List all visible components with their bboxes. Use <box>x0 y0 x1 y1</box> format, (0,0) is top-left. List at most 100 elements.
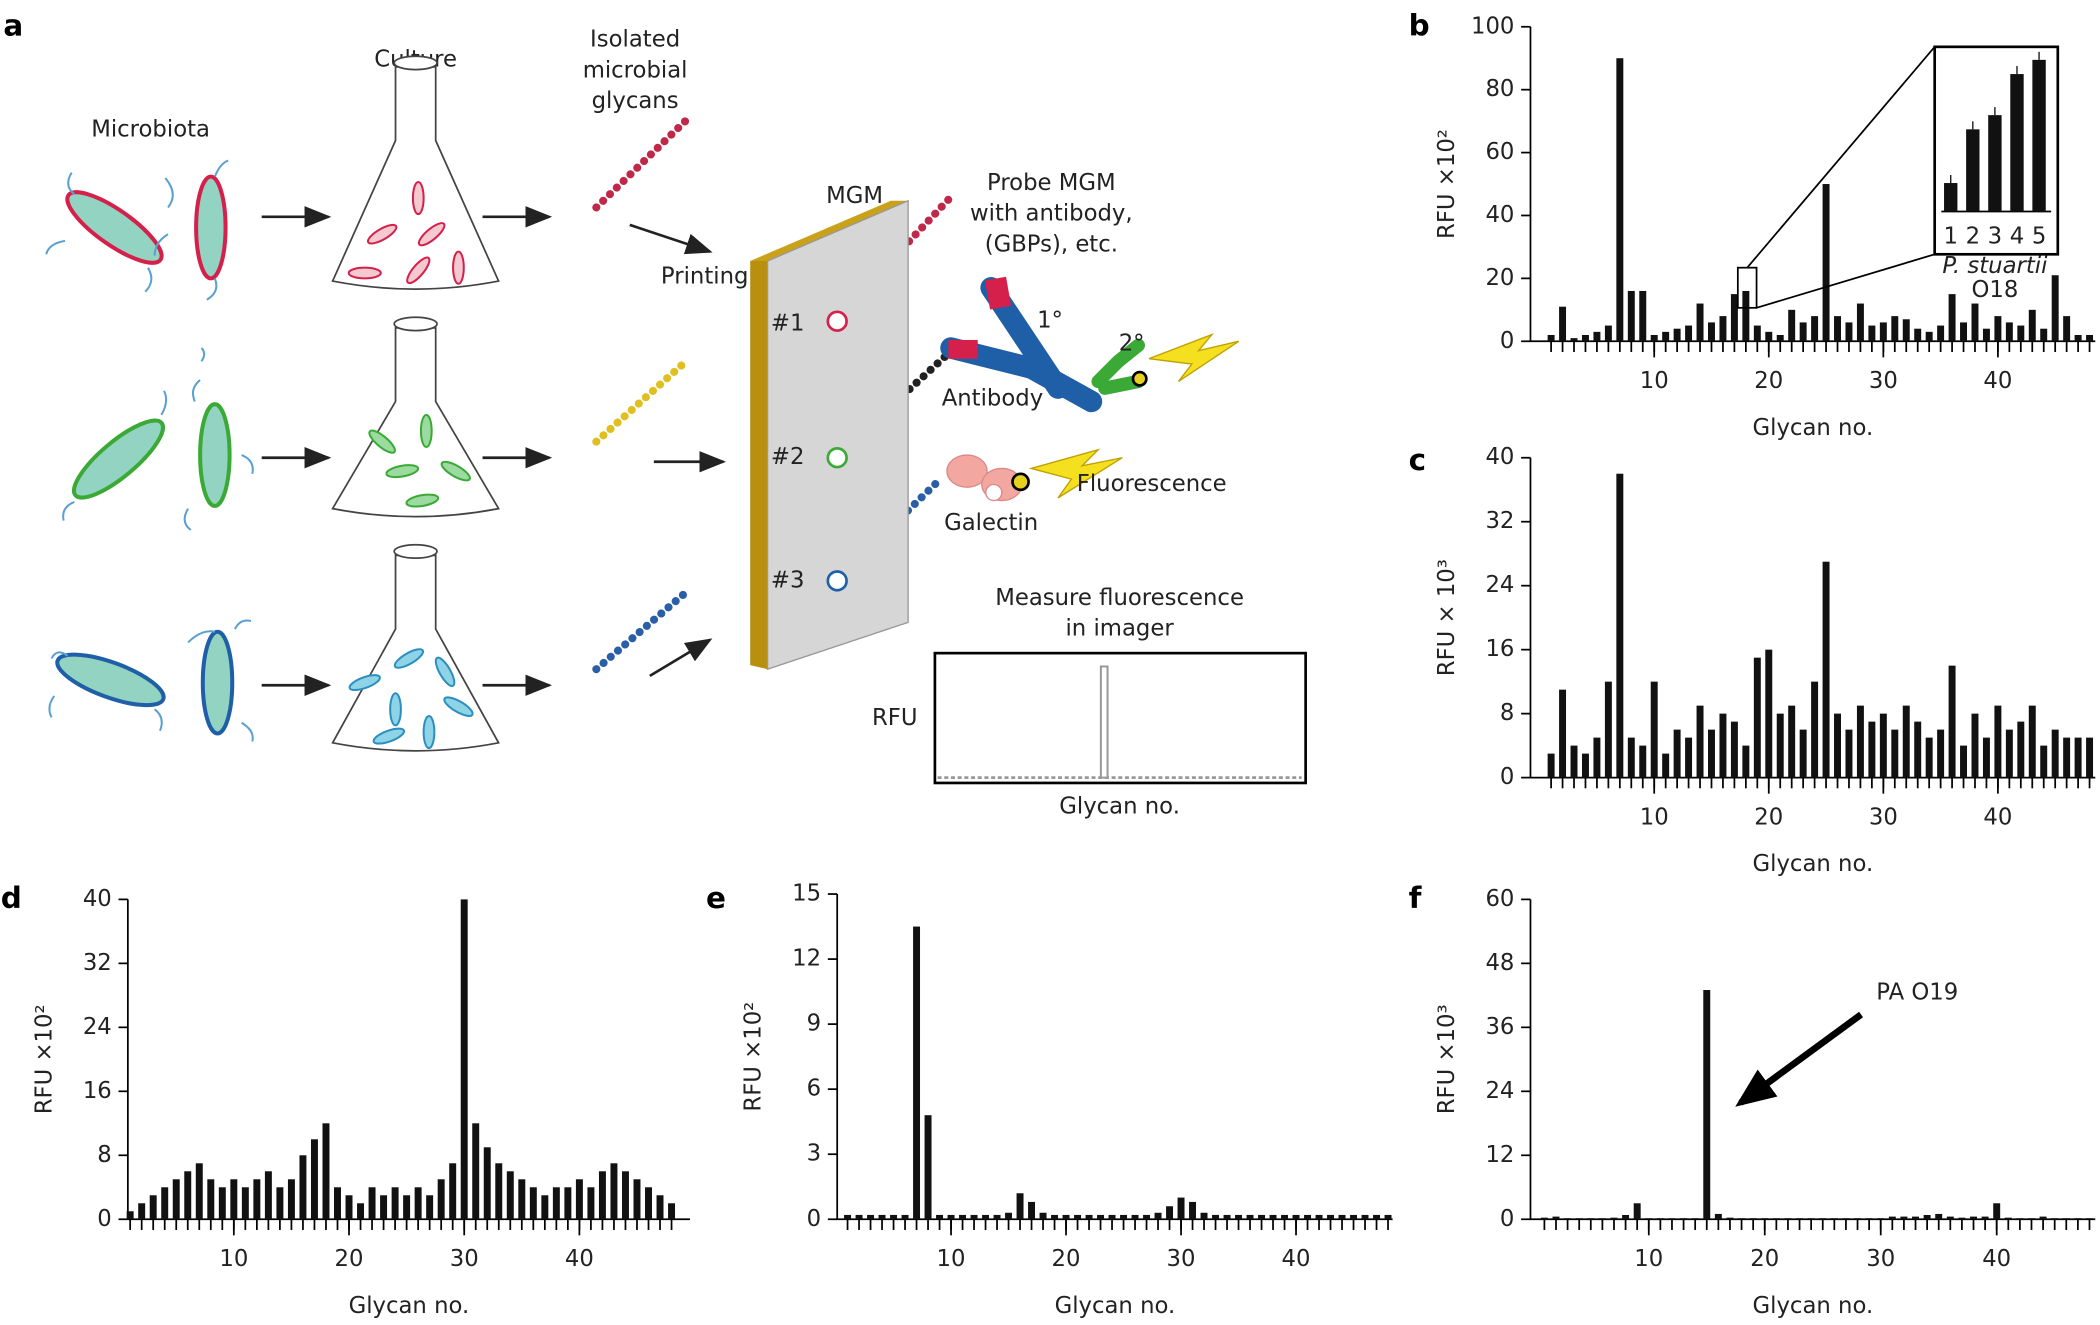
bar <box>1819 1218 1827 1220</box>
bar <box>1834 316 1841 342</box>
diagram: a Microbiota Culture Isolated microbial … <box>3 8 1307 820</box>
zoom-line <box>1756 253 1935 309</box>
x-axis-label: Glycan no. <box>1753 851 1874 877</box>
bar <box>1593 737 1601 778</box>
spot-label: #1 <box>771 310 805 336</box>
bar <box>1639 290 1647 342</box>
bar <box>2016 1218 2024 1220</box>
label: in imager <box>1066 616 1175 642</box>
bar <box>1559 689 1567 778</box>
bar <box>1708 729 1715 778</box>
x-tick-label: 10 <box>219 1246 248 1272</box>
bar <box>575 1179 583 1220</box>
bar <box>1212 1214 1220 1220</box>
bar <box>1235 1214 1243 1220</box>
bar <box>1656 1218 1664 1220</box>
bar <box>1350 1214 1358 1220</box>
imager <box>933 651 1307 785</box>
bar <box>253 1179 261 1220</box>
bar <box>287 1179 295 1220</box>
bar <box>1730 721 1738 778</box>
bar <box>1761 1218 1769 1220</box>
bar <box>1923 1215 1931 1220</box>
bar <box>1982 737 1990 778</box>
bar <box>1970 1216 1977 1220</box>
bar <box>1946 1216 1954 1220</box>
y-tick-label: 36 <box>1485 1014 1514 1040</box>
bar <box>2039 1216 2047 1220</box>
y-tick-label: 40 <box>1485 444 1514 470</box>
bar <box>161 1187 169 1220</box>
bar <box>1765 649 1773 778</box>
bar <box>2074 737 2082 778</box>
bar <box>1189 1201 1197 1220</box>
bar <box>1971 303 1979 342</box>
bar <box>518 1179 526 1220</box>
bar <box>1166 1206 1174 1220</box>
y-tick-label: 100 <box>1471 13 1514 39</box>
y-tick-label: 6 <box>807 1076 821 1102</box>
bar <box>414 1187 422 1220</box>
bar <box>345 1195 353 1220</box>
x-tick-label: 40 <box>1983 804 2012 830</box>
bar <box>2028 309 2036 342</box>
y-axis-label: RFU ×10² <box>1434 129 1460 239</box>
y-tick-label: 9 <box>807 1011 821 1037</box>
label: glycans <box>592 88 679 114</box>
y-axis-label: RFU × 10³ <box>1434 559 1460 676</box>
bar <box>1622 1215 1630 1220</box>
bar <box>1719 316 1727 342</box>
bar <box>1581 334 1589 342</box>
bar <box>1730 294 1738 342</box>
bar <box>1691 1218 1699 1220</box>
bar <box>1811 681 1819 778</box>
label: Galectin <box>944 510 1038 536</box>
bar <box>1749 1218 1757 1220</box>
bar <box>982 1214 990 1220</box>
bar <box>1784 1218 1792 1220</box>
x-tick-label: 30 <box>1866 1246 1895 1272</box>
bar <box>1948 294 1956 342</box>
bar <box>1315 1214 1323 1220</box>
x-tick-label: 10 <box>1640 804 1669 830</box>
bar <box>2028 1218 2035 1220</box>
bar <box>1281 1214 1289 1220</box>
label: Isolated <box>590 27 680 53</box>
bar <box>1822 184 1830 342</box>
y-tick-label: 60 <box>1485 139 1514 165</box>
bar <box>1765 331 1773 342</box>
label: microbial <box>583 57 688 83</box>
bar <box>218 1187 226 1220</box>
bar <box>1547 753 1555 778</box>
y-tick-label: 16 <box>1485 636 1514 662</box>
bar <box>2051 275 2059 342</box>
inset-tick-label: 2 <box>1966 223 1980 249</box>
bar <box>1811 316 1819 342</box>
bar <box>1269 1214 1277 1220</box>
bar <box>1292 1214 1300 1220</box>
bar <box>1587 1218 1595 1220</box>
bar <box>1685 737 1693 778</box>
bar <box>1258 1214 1266 1220</box>
bar <box>1753 325 1761 342</box>
panel-label: e <box>706 881 726 915</box>
bar <box>1854 1218 1862 1220</box>
y-tick-label: 16 <box>83 1078 112 1104</box>
bar <box>1868 721 1876 778</box>
inset-caption: O18 <box>1971 277 2018 303</box>
bar <box>2063 737 2071 778</box>
bar <box>1776 334 1784 342</box>
y-axis-label: RFU ×10² <box>31 1004 57 1114</box>
bar <box>2004 1217 2012 1220</box>
x-tick-label: 30 <box>1167 1246 1196 1272</box>
bar <box>901 1214 909 1220</box>
label: Probe MGM <box>987 170 1116 196</box>
y-tick-label: 80 <box>1485 76 1514 102</box>
bar <box>230 1179 238 1220</box>
inset-tick-label: 5 <box>2032 223 2046 249</box>
bar <box>1914 721 1922 778</box>
bar <box>1994 705 2002 778</box>
bar <box>149 1195 157 1220</box>
bar <box>334 1187 341 1220</box>
